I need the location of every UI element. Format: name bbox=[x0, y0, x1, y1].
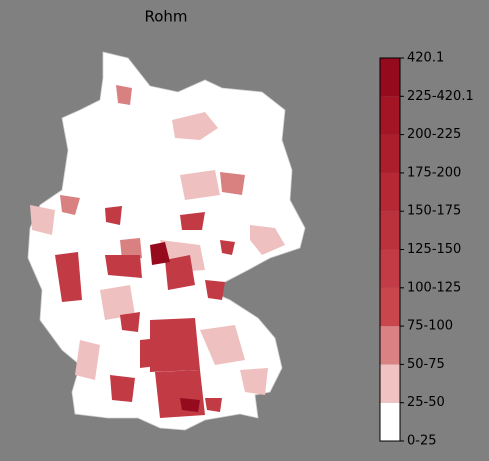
colorbar: 0-25 25-50 50-75 75-100 100-125 125-150 150-17… bbox=[380, 51, 474, 449]
colorbar-segment bbox=[380, 134, 400, 173]
darkest-regions bbox=[150, 242, 200, 412]
colorbar-segment bbox=[380, 249, 400, 288]
colorbar-label: 420.1 bbox=[407, 51, 444, 66]
colorbar-segment bbox=[380, 364, 400, 403]
colorbar-label: 100-125 bbox=[407, 280, 461, 295]
colorbar-label: 50-75 bbox=[407, 357, 445, 372]
colorbar-label: 75-100 bbox=[407, 319, 453, 334]
colorbar-segment bbox=[380, 287, 400, 327]
colorbar-segment bbox=[380, 326, 400, 365]
dark-regions bbox=[55, 206, 235, 418]
medium-regions bbox=[60, 85, 245, 260]
germany-map bbox=[27, 51, 306, 431]
colorbar-frame bbox=[379, 57, 401, 442]
colorbar-segment bbox=[380, 96, 400, 135]
colorbar-label: 25-50 bbox=[407, 395, 445, 410]
colorbar-segment bbox=[380, 211, 400, 250]
colorbar-segment bbox=[380, 402, 400, 441]
colorbar-label: 125-150 bbox=[407, 242, 461, 257]
colorbar-label: 0-25 bbox=[407, 434, 437, 449]
map-title: Rohm bbox=[144, 8, 187, 26]
colorbar-segment bbox=[380, 58, 400, 97]
colorbar-label: 175-200 bbox=[407, 165, 461, 180]
colorbar-label: 150-175 bbox=[407, 204, 461, 219]
colorbar-label: 200-225 bbox=[407, 127, 461, 142]
colorbar-segment bbox=[380, 172, 400, 212]
colorbar-label: 225-420.1 bbox=[407, 89, 474, 104]
